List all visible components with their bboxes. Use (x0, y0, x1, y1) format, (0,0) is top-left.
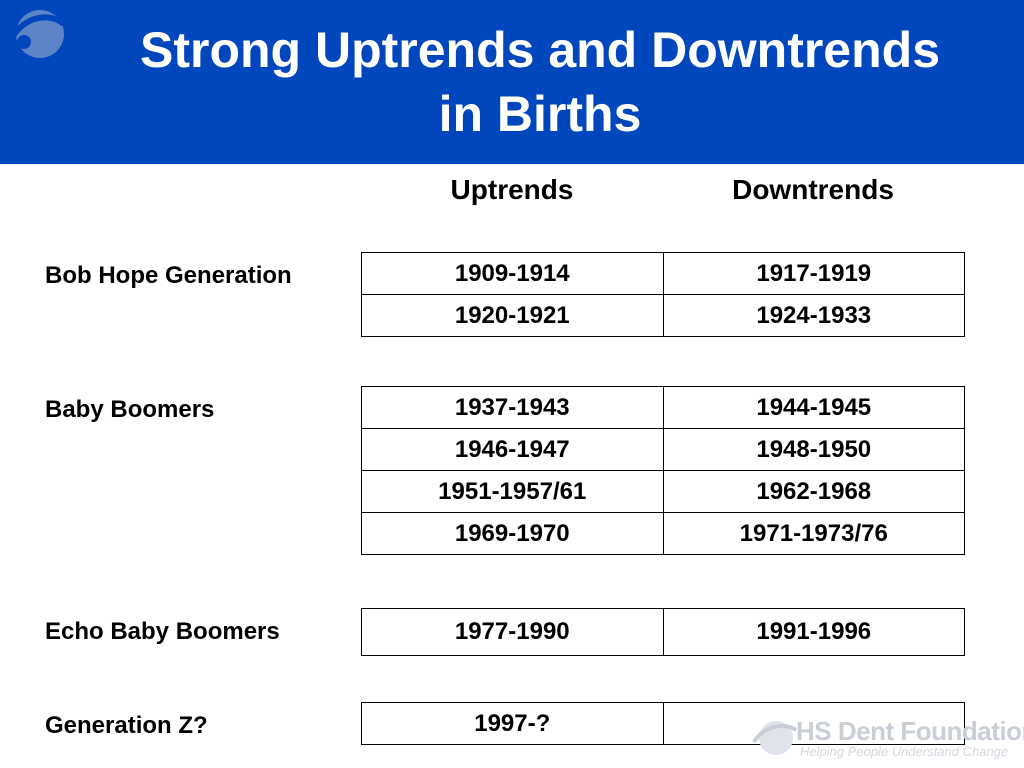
uptrend-cell: 1946-1947 (361, 428, 664, 471)
table-row: 1969-1970 1971-1973/76 (361, 512, 965, 555)
downtrend-cell: 1971-1973/76 (662, 512, 965, 555)
table-row: 1977-1990 1991-1996 (361, 608, 965, 656)
downtrend-cell: 1948-1950 (662, 428, 965, 471)
footer-logo-name: HS Dent Foundation (796, 716, 1024, 746)
baby-boomers-table: 1937-1943 1944-1945 1946-1947 1948-1950 … (361, 386, 965, 555)
uptrend-cell: 1969-1970 (361, 512, 664, 555)
echo-boomers-table: 1977-1990 1991-1996 (361, 608, 965, 656)
page-title: Strong Uptrends and Downtrends in Births (60, 18, 1020, 146)
table-row: 1951-1957/61 1962-1968 (361, 470, 965, 513)
uptrend-cell: 1977-1990 (361, 608, 664, 656)
downtrend-cell: 1944-1945 (662, 386, 965, 429)
footer-logo-tagline: Helping People Understand Change (800, 744, 1009, 759)
group-label-baby-boomers: Baby Boomers (45, 396, 215, 423)
title-banner: Strong Uptrends and Downtrends in Births (0, 0, 1024, 164)
uptrend-cell: 1937-1943 (361, 386, 664, 429)
table-row: 1946-1947 1948-1950 (361, 428, 965, 471)
title-line-1: Strong Uptrends and Downtrends (140, 22, 940, 78)
generation-z-table: 1997-? (361, 702, 965, 745)
group-label-bob-hope: Bob Hope Generation (45, 262, 292, 289)
downtrend-cell: 1962-1968 (662, 470, 965, 513)
downtrend-cell (662, 702, 965, 745)
group-label-echo-boomers: Echo Baby Boomers (45, 618, 280, 645)
globe-swoosh-icon (9, 10, 66, 58)
downtrend-cell: 1917-1919 (662, 252, 965, 295)
table-row: 1920-1921 1924-1933 (361, 294, 965, 337)
column-header-uptrends: Uptrends (450, 174, 574, 205)
title-line-2: in Births (438, 86, 642, 142)
globe-swoosh-icon (752, 721, 798, 755)
table-row: 1997-? (361, 702, 965, 745)
downtrend-cell: 1991-1996 (662, 608, 965, 656)
column-header-downtrends: Downtrends (732, 174, 894, 205)
uptrend-cell: 1909-1914 (361, 252, 664, 295)
table-row: 1909-1914 1917-1919 (361, 252, 965, 295)
uptrend-cell: 1951-1957/61 (361, 470, 664, 513)
table-row: 1937-1943 1944-1945 (361, 386, 965, 429)
uptrend-cell: 1997-? (361, 702, 664, 745)
bob-hope-table: 1909-1914 1917-1919 1920-1921 1924-1933 (361, 252, 965, 337)
downtrend-cell: 1924-1933 (662, 294, 965, 337)
uptrend-cell: 1920-1921 (361, 294, 664, 337)
group-label-generation-z: Generation Z? (45, 712, 208, 739)
